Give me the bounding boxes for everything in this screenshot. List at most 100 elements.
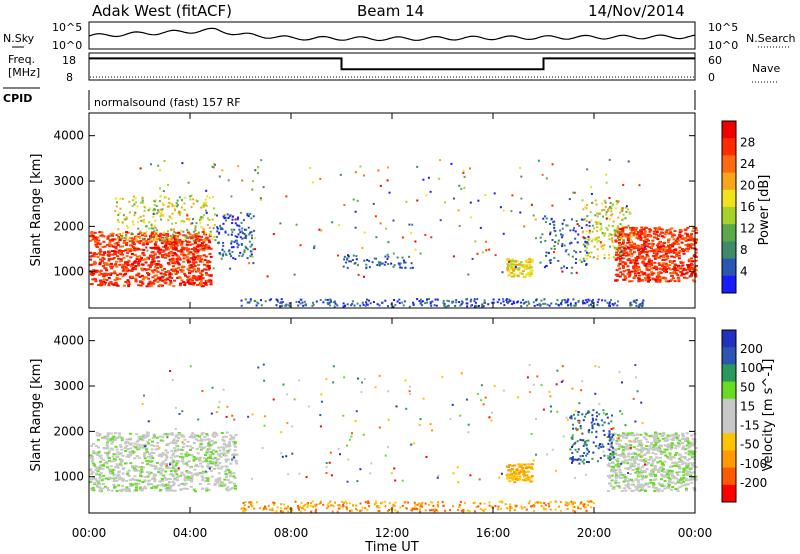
range-cell — [573, 506, 576, 508]
range-cell — [144, 206, 146, 209]
range-cell — [458, 506, 461, 509]
range-cell — [644, 248, 648, 251]
range-cell — [582, 462, 585, 465]
range-cell — [170, 484, 174, 487]
range-cell — [231, 454, 234, 457]
range-cell — [107, 476, 111, 479]
range-cell — [208, 267, 211, 270]
range-cell — [164, 449, 168, 452]
range-cell — [666, 255, 670, 258]
range-cell — [132, 445, 136, 448]
range-cell — [150, 260, 154, 263]
range-cell — [253, 300, 256, 303]
range-cell — [244, 237, 247, 239]
range-cell — [430, 501, 432, 504]
range-cell — [671, 250, 675, 253]
range-cell — [607, 465, 611, 468]
range-cell — [233, 440, 237, 443]
range-cell — [695, 228, 698, 231]
range-cell — [193, 241, 197, 244]
range-cell — [613, 456, 616, 459]
range-cell — [638, 253, 642, 256]
range-cell — [110, 471, 114, 474]
range-cell — [148, 227, 151, 230]
range-cell — [134, 280, 138, 283]
range-cell — [508, 480, 512, 483]
range-cell — [178, 211, 181, 214]
range-cell — [602, 445, 605, 448]
range-cell — [637, 231, 640, 234]
range-cell — [116, 466, 120, 469]
range-cell — [95, 253, 99, 256]
range-cell — [694, 227, 698, 229]
range-cell — [377, 169, 380, 172]
range-cell — [162, 474, 166, 477]
range-cell — [209, 281, 213, 284]
range-cell — [137, 272, 141, 275]
range-cell — [621, 261, 625, 264]
range-cell — [150, 224, 153, 227]
range-cell — [168, 215, 171, 218]
range-cell — [553, 226, 556, 229]
range-cell — [597, 255, 600, 258]
range-cell — [95, 453, 99, 455]
range-cell — [90, 489, 94, 491]
range-cell — [315, 300, 318, 303]
range-cell — [320, 229, 323, 232]
range-cell — [650, 250, 654, 253]
range-cell — [603, 253, 606, 256]
range-cell — [618, 443, 622, 446]
range-cell — [627, 160, 630, 163]
range-cell — [98, 486, 102, 489]
range-cell — [211, 452, 215, 455]
range-cell — [427, 176, 430, 179]
range-cell — [137, 227, 140, 230]
range-cell — [677, 434, 681, 437]
range-cell — [626, 462, 630, 465]
range-cell — [133, 247, 136, 250]
range-cell — [620, 445, 624, 448]
range-cell — [466, 305, 469, 308]
range-cell — [520, 272, 524, 275]
range-cell — [561, 299, 564, 302]
range-cell — [190, 206, 193, 209]
range-cell — [108, 471, 112, 474]
range-cell — [134, 470, 138, 472]
range-cell — [636, 468, 639, 470]
range-cell — [618, 468, 622, 471]
range-cell — [679, 478, 683, 481]
range-cell — [243, 504, 246, 507]
range-cell — [392, 265, 395, 268]
range-cell — [106, 439, 110, 442]
range-cell — [221, 438, 225, 441]
range-cell — [667, 484, 671, 486]
range-cell — [669, 260, 673, 263]
range-cell — [587, 254, 589, 257]
range-cell — [553, 251, 555, 254]
range-cell — [654, 254, 658, 256]
range-cell — [657, 450, 661, 453]
range-cell — [624, 484, 628, 487]
range-cell — [187, 275, 191, 278]
range-cell — [629, 444, 633, 447]
range-cell — [168, 258, 172, 261]
range-cell — [621, 453, 625, 455]
range-cell — [577, 411, 580, 414]
range-cell — [352, 300, 354, 303]
range-cell — [584, 245, 586, 248]
range-cell — [443, 303, 446, 305]
range-cell — [379, 262, 382, 265]
range-cell — [184, 462, 188, 465]
range-cell — [517, 268, 521, 271]
range-cell — [446, 299, 449, 302]
range-cell — [366, 298, 368, 301]
range-cell — [393, 504, 396, 507]
range-cell — [675, 463, 679, 466]
range-cell — [194, 225, 197, 227]
range-cell — [287, 304, 290, 307]
range-cell — [101, 256, 105, 259]
range-cell — [667, 443, 671, 446]
range-cell — [133, 260, 137, 263]
range-cell — [512, 268, 515, 271]
range-cell — [510, 263, 514, 266]
